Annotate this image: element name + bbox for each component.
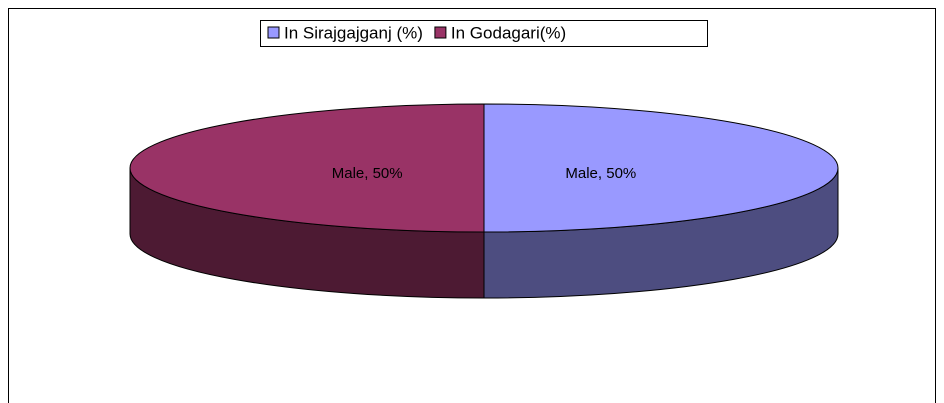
legend: In Sirajgajganj (%) In Godagari(%) bbox=[267, 23, 566, 42]
legend-swatch bbox=[267, 26, 280, 39]
legend-label: In Sirajgajganj (%) bbox=[284, 23, 423, 42]
legend-label: In Godagari(%) bbox=[451, 23, 566, 42]
legend-box bbox=[260, 20, 708, 47]
data-label: Male, 50% bbox=[565, 165, 636, 182]
chart-frame bbox=[8, 8, 936, 403]
pie-slice bbox=[129, 103, 485, 233]
data-label: Male, 50% bbox=[332, 165, 403, 182]
legend-swatch bbox=[434, 26, 447, 39]
pie-tops bbox=[129, 103, 839, 233]
pie-slice bbox=[483, 103, 839, 233]
data-labels: Male, 50% Male, 50% bbox=[332, 165, 637, 182]
